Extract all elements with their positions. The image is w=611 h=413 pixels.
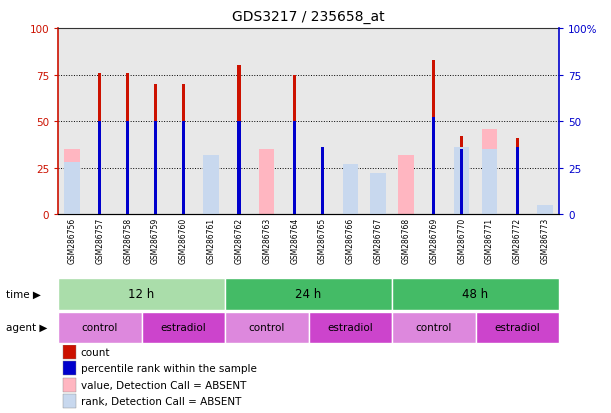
Bar bbox=[237, 122, 241, 215]
Text: 48 h: 48 h bbox=[463, 288, 489, 301]
Text: agent ▶: agent ▶ bbox=[6, 322, 48, 332]
Bar bbox=[392, 279, 559, 310]
Bar bbox=[114, 29, 142, 215]
Bar bbox=[531, 29, 559, 215]
Bar bbox=[58, 29, 86, 215]
Bar bbox=[154, 122, 157, 215]
Bar bbox=[58, 312, 142, 343]
Text: GDS3217 / 235658_at: GDS3217 / 235658_at bbox=[232, 10, 385, 24]
Text: control: control bbox=[249, 322, 285, 332]
Bar bbox=[482, 150, 497, 215]
Bar bbox=[475, 29, 503, 215]
Bar bbox=[225, 279, 392, 310]
Bar bbox=[516, 139, 519, 215]
Bar bbox=[63, 361, 76, 375]
Bar bbox=[98, 74, 101, 215]
Bar bbox=[63, 394, 76, 408]
Bar bbox=[280, 29, 309, 215]
Bar bbox=[203, 159, 219, 215]
Text: value, Detection Call = ABSENT: value, Detection Call = ABSENT bbox=[81, 380, 246, 390]
Bar bbox=[370, 187, 386, 215]
Bar bbox=[420, 29, 448, 215]
Bar bbox=[154, 85, 157, 215]
Bar bbox=[503, 29, 531, 215]
Text: control: control bbox=[415, 322, 452, 332]
Bar bbox=[253, 29, 280, 215]
Bar bbox=[98, 122, 101, 215]
Bar bbox=[86, 29, 114, 215]
Bar bbox=[293, 75, 296, 215]
Bar bbox=[63, 378, 76, 392]
Bar bbox=[309, 29, 337, 215]
Bar bbox=[432, 60, 436, 215]
Bar bbox=[126, 122, 130, 215]
Bar bbox=[197, 29, 225, 215]
Bar bbox=[448, 29, 475, 215]
Text: 12 h: 12 h bbox=[128, 288, 155, 301]
Bar bbox=[398, 155, 414, 215]
Bar bbox=[64, 150, 79, 215]
Bar bbox=[321, 148, 324, 215]
Bar bbox=[64, 163, 79, 215]
Bar bbox=[475, 312, 559, 343]
Text: time ▶: time ▶ bbox=[6, 289, 41, 299]
Bar bbox=[63, 345, 76, 359]
Text: count: count bbox=[81, 347, 110, 357]
Text: rank, Detection Call = ABSENT: rank, Detection Call = ABSENT bbox=[81, 396, 241, 406]
Bar bbox=[392, 29, 420, 215]
Bar bbox=[482, 129, 497, 215]
Bar bbox=[343, 174, 358, 215]
Bar bbox=[181, 85, 185, 215]
Bar bbox=[126, 74, 130, 215]
Bar bbox=[58, 279, 225, 310]
Text: estradiol: estradiol bbox=[161, 322, 206, 332]
Text: percentile rank within the sample: percentile rank within the sample bbox=[81, 363, 257, 373]
Bar bbox=[293, 122, 296, 215]
Text: estradiol: estradiol bbox=[494, 322, 540, 332]
Bar bbox=[392, 312, 475, 343]
Bar bbox=[454, 148, 469, 215]
Bar bbox=[142, 312, 225, 343]
Bar bbox=[225, 312, 309, 343]
Bar bbox=[337, 29, 364, 215]
Bar bbox=[538, 206, 553, 215]
Bar bbox=[259, 150, 274, 215]
Bar bbox=[309, 312, 392, 343]
Bar bbox=[364, 29, 392, 215]
Bar bbox=[142, 29, 169, 215]
Bar bbox=[460, 137, 463, 215]
Bar bbox=[181, 122, 185, 215]
Bar bbox=[343, 164, 358, 215]
Bar bbox=[225, 29, 253, 215]
Bar bbox=[203, 155, 219, 215]
Bar bbox=[321, 148, 324, 215]
Text: 24 h: 24 h bbox=[296, 288, 321, 301]
Bar bbox=[432, 118, 436, 215]
Bar bbox=[370, 174, 386, 215]
Bar bbox=[460, 150, 463, 215]
Text: control: control bbox=[82, 322, 118, 332]
Text: estradiol: estradiol bbox=[327, 322, 373, 332]
Bar bbox=[516, 148, 519, 215]
Bar bbox=[169, 29, 197, 215]
Bar bbox=[237, 66, 241, 215]
